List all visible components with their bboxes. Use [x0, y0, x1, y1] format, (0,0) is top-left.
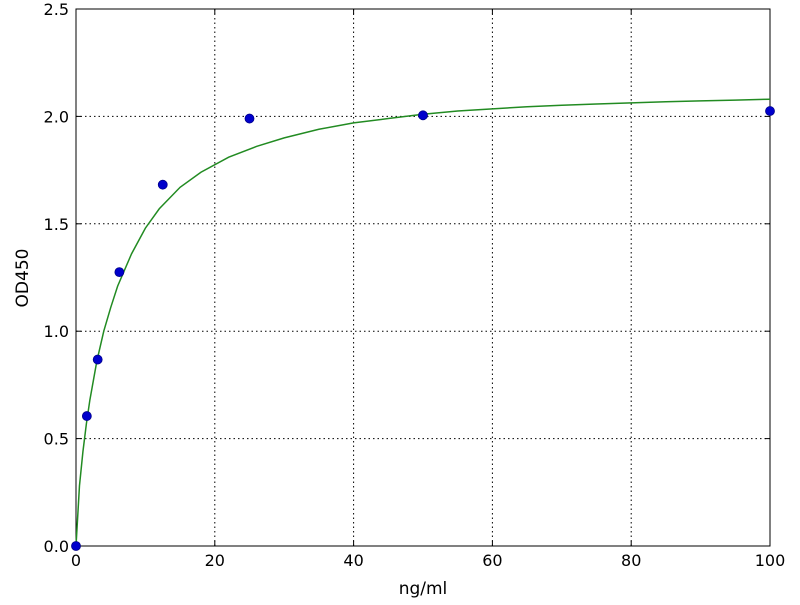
data-point	[81, 411, 92, 421]
x-tick-label: 0	[71, 551, 81, 570]
data-point	[244, 113, 255, 124]
y-axis-label: OD450	[13, 249, 33, 308]
fit-curve-layer	[75, 98, 771, 547]
x-tick-label: 80	[621, 551, 641, 570]
data-point	[114, 267, 125, 278]
x-tick-label: 100	[755, 551, 786, 570]
y-tick-label: 2.5	[44, 0, 69, 19]
data-point	[92, 354, 103, 365]
data-point	[71, 541, 81, 551]
y-tick-label: 1.0	[44, 322, 69, 341]
data-point	[418, 110, 428, 121]
data-points-layer	[71, 106, 775, 551]
x-tick-label: 20	[205, 551, 225, 570]
data-point	[765, 106, 775, 116]
axis-ticks: 0 20 40 60 80 100 0.0 0.5 1.0 1.5 2.0 2.5	[44, 0, 786, 570]
fit-curve	[75, 98, 771, 547]
data-point	[157, 179, 168, 190]
x-tick-label: 40	[343, 551, 363, 570]
y-tick-label: 0.5	[44, 430, 69, 449]
grid	[76, 9, 770, 546]
plot-frame	[75, 8, 771, 547]
x-tick-label: 60	[482, 551, 502, 570]
y-tick-label: 0.0	[44, 537, 69, 556]
y-tick-label: 2.0	[44, 107, 69, 126]
y-tick-label: 1.5	[44, 215, 69, 234]
x-axis-label: ng/ml	[399, 579, 448, 599]
